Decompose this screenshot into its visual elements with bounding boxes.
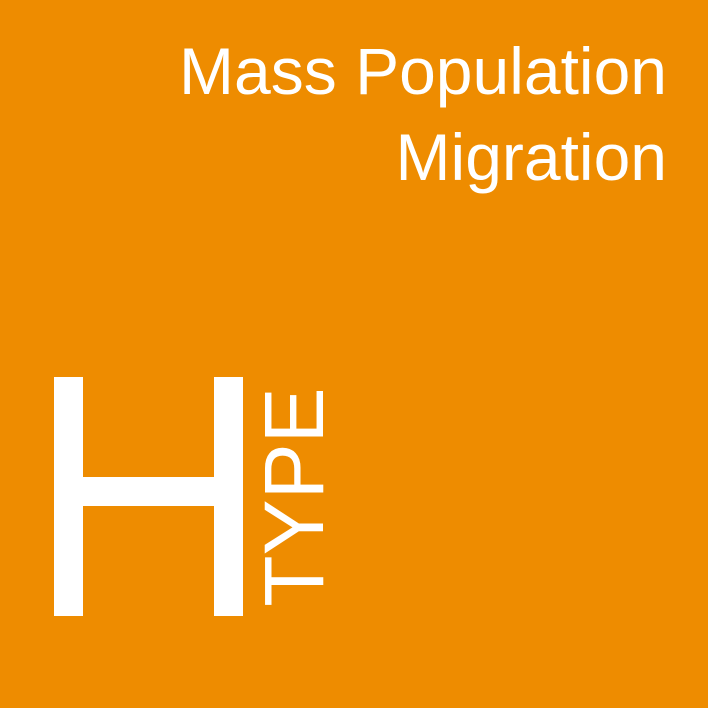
title-line-1: Mass Population bbox=[179, 34, 667, 108]
logo-type-word: TYPE bbox=[247, 387, 341, 607]
page-title: Mass Population Migration bbox=[179, 28, 667, 200]
logo-h-crossbar bbox=[54, 477, 243, 506]
title-line-2: Migration bbox=[395, 120, 667, 194]
